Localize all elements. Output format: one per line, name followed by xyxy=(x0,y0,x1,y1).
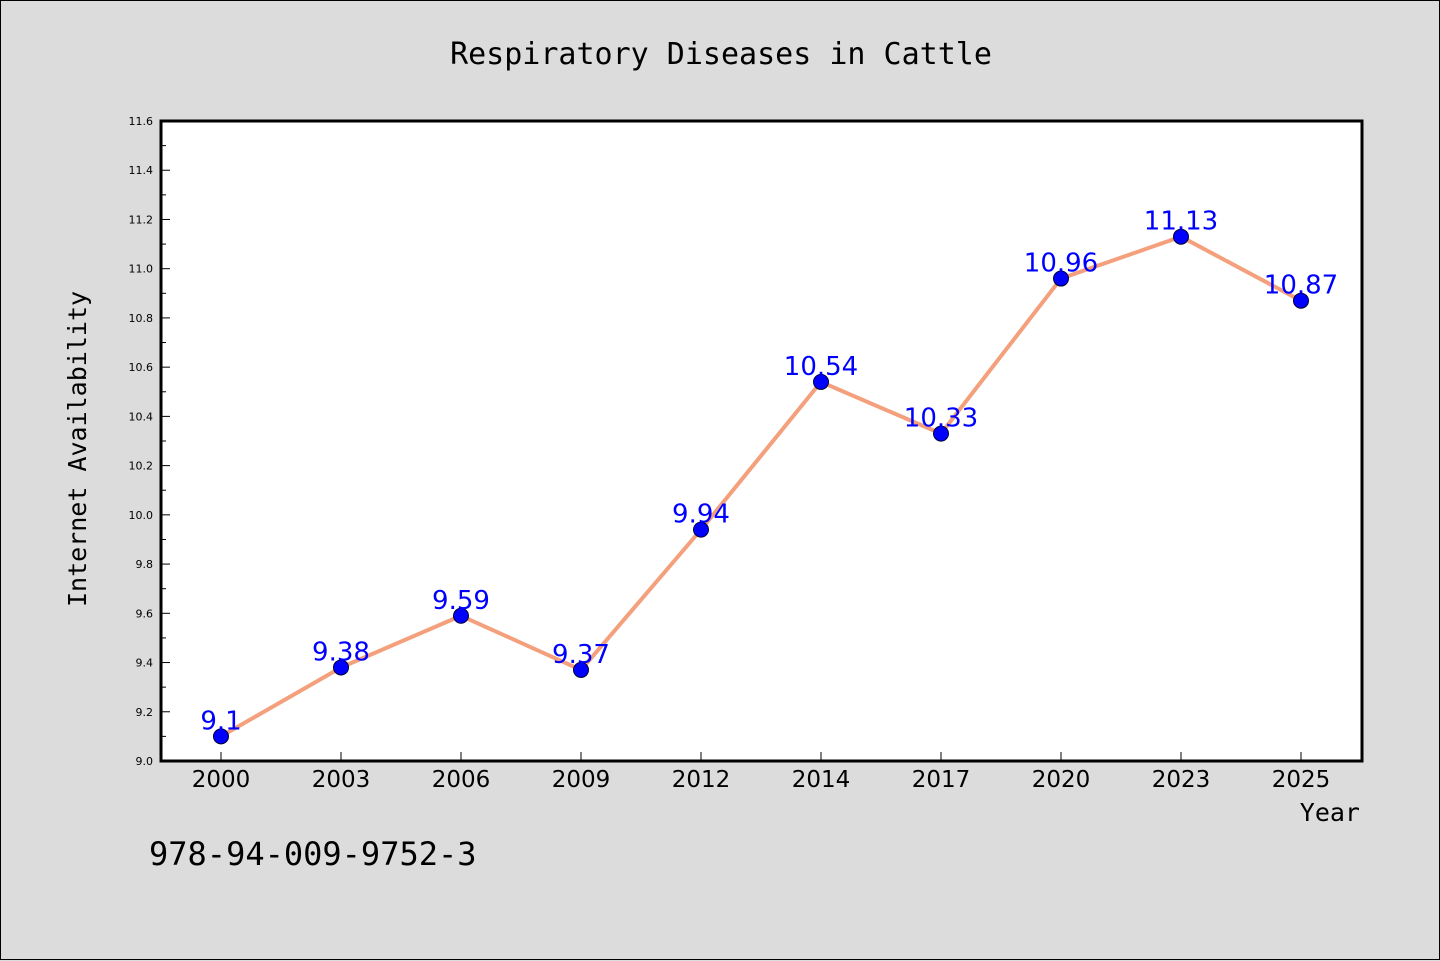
x-tick-label: 2000 xyxy=(192,767,251,793)
plot-frame xyxy=(159,119,1364,763)
x-tick-label: 2025 xyxy=(1272,767,1331,793)
isbn-code: 978-94-009-9752-3 xyxy=(149,835,477,873)
y-tick-label: 10.4 xyxy=(129,410,154,423)
x-tick-label: 2006 xyxy=(432,767,491,793)
y-tick-label: 11.4 xyxy=(129,164,154,177)
y-axis-label: Internet Availability xyxy=(63,291,92,607)
x-tick-label: 2020 xyxy=(1032,767,1091,793)
y-tick-label: 9.6 xyxy=(136,607,154,620)
y-axis: 9.0 9.2 9.4 9.6 9.8 10.0 10.2 10.4 10.6 10.8 11.0 1… xyxy=(129,115,170,768)
x-tick-label: 2023 xyxy=(1152,767,1211,793)
x-axis-label: Year xyxy=(1300,798,1360,827)
data-label: 9.1 xyxy=(200,706,241,736)
y-tick-label: 9.4 xyxy=(136,657,154,670)
y-tick-label: 10.0 xyxy=(129,509,154,522)
data-point xyxy=(213,728,229,745)
data-label: 11.13 xyxy=(1144,207,1218,237)
x-tick-label: 2014 xyxy=(792,767,851,793)
series-line xyxy=(219,234,1303,739)
y-tick-label: 11.6 xyxy=(129,115,154,128)
data-point xyxy=(573,661,589,678)
data-labels: 9.1 9.38 9.59 9.37 9.94 10.54 10.33 10.96 11.13 1… xyxy=(200,207,1338,737)
y-tick-label: 9.8 xyxy=(136,558,154,571)
data-label: 9.37 xyxy=(552,640,610,670)
y-tick-label: 9.0 xyxy=(136,755,154,768)
y-tick-label: 10.2 xyxy=(129,460,154,473)
data-label: 9.38 xyxy=(312,637,370,667)
y-tick-label: 10.6 xyxy=(129,361,154,374)
data-point xyxy=(933,425,949,442)
y-tick-label: 10.8 xyxy=(129,312,154,325)
data-point xyxy=(333,659,349,676)
data-label: 10.54 xyxy=(784,352,858,382)
data-label: 10.96 xyxy=(1024,249,1098,279)
data-point xyxy=(1053,270,1069,287)
x-tick-label: 2012 xyxy=(672,767,731,793)
data-label: 9.94 xyxy=(672,500,730,530)
x-axis: 2000 2003 2006 2009 2012 2014 2017 2020 2023 2025 xyxy=(192,752,1331,793)
chart-title: Respiratory Diseases in Cattle xyxy=(450,37,992,72)
y-tick-label: 9.2 xyxy=(136,706,154,719)
data-label: 10.33 xyxy=(904,404,978,434)
x-tick-label: 2009 xyxy=(552,767,611,793)
data-point xyxy=(453,607,469,624)
y-tick-label: 11.0 xyxy=(129,263,154,276)
data-point xyxy=(813,373,829,390)
data-point xyxy=(1173,228,1189,245)
data-label: 9.59 xyxy=(432,586,490,616)
data-markers xyxy=(213,228,1309,745)
data-point xyxy=(693,521,709,538)
data-label: 10.87 xyxy=(1264,271,1338,301)
x-tick-label: 2003 xyxy=(312,767,371,793)
data-point xyxy=(1293,292,1309,309)
plot-area xyxy=(161,121,1362,761)
y-tick-label: 11.2 xyxy=(129,213,154,226)
x-tick-label: 2017 xyxy=(912,767,971,793)
